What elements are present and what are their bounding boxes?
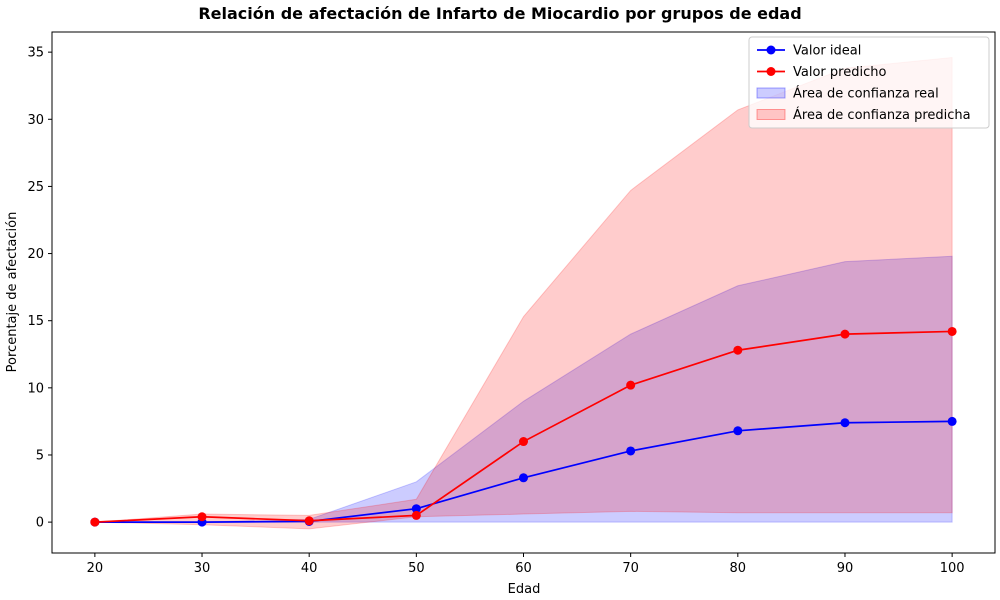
x-tick-label: 50 [408,561,425,576]
y-tick-label: 15 [27,314,44,329]
y-tick-label: 25 [27,180,44,195]
legend-label-predicted: Valor predicho [793,65,886,80]
point-ideal [411,504,421,514]
x-tick-label: 60 [515,561,532,576]
legend-marker-ideal [766,45,776,55]
x-tick-label: 70 [622,561,639,576]
x-axis-title: Edad [508,582,541,597]
legend-marker-predicted [766,67,776,76]
y-tick-label: 30 [27,113,44,128]
point-ideal [840,418,850,428]
x-tick-label: 90 [837,561,854,576]
y-axis-title: Porcentaje de afectación [5,212,20,373]
y-tick-label: 5 [36,448,44,463]
x-axis: 20 30 40 50 60 70 80 90 100 [87,553,965,576]
legend-label-band-predicted: Área de confianza predicha [793,107,971,123]
chart-title: Relación de afectación de Infarto de Mio… [198,4,801,23]
x-tick-label: 40 [301,561,318,576]
point-predicted [304,516,314,526]
legend: Valor ideal Valor predicho Área de confian… [748,36,990,129]
point-ideal [626,446,636,456]
x-tick-label: 100 [940,561,965,576]
point-predicted [90,517,100,527]
legend-label-ideal: Valor ideal [793,44,861,59]
x-tick-label: 80 [730,561,747,576]
legend-patch-band-predicted [756,109,786,120]
band-predicted [94,56,953,530]
legend-patch-band-real [756,87,786,99]
x-tick-label: 30 [194,561,211,576]
point-ideal [947,416,957,426]
legend-box [748,36,990,129]
x-tick-label: 20 [87,561,104,576]
y-axis: 0 5 10 15 20 25 30 35 [27,46,52,531]
series-points [90,326,957,527]
confidence-bands [94,56,953,530]
point-predicted [947,326,957,336]
band-real [94,255,953,523]
point-predicted [626,380,636,390]
point-predicted [411,510,421,520]
point-ideal [733,426,743,436]
point-ideal [519,473,528,483]
legend-label-band-real: Área de confianza real [793,86,939,102]
y-tick-label: 20 [27,247,44,262]
y-tick-label: 35 [27,46,44,61]
y-tick-label: 0 [36,516,44,531]
y-tick-label: 10 [27,381,44,396]
point-predicted [840,329,850,339]
point-predicted [733,345,743,355]
point-predicted [519,437,528,447]
point-predicted [197,512,207,522]
